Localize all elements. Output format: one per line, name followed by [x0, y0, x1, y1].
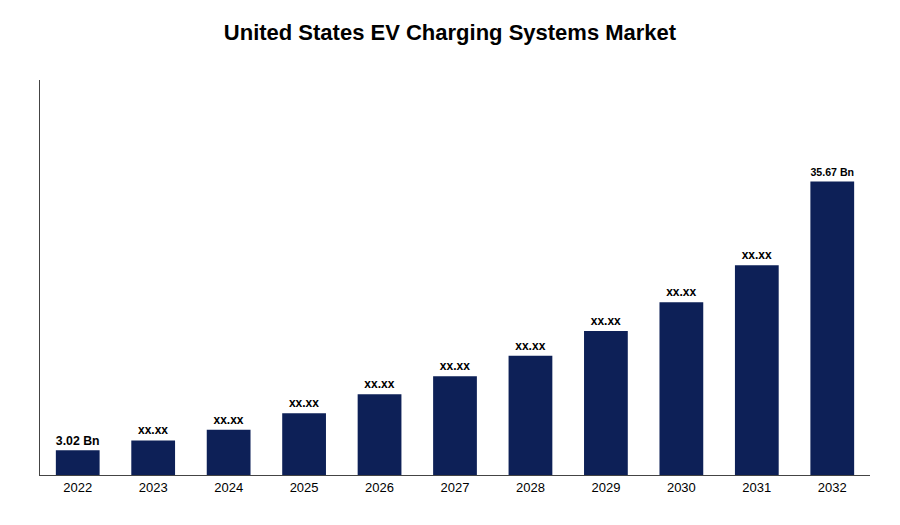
svg-text:xx.xx: xx.xx: [440, 359, 470, 373]
svg-text:2031: 2031: [742, 480, 771, 495]
svg-text:xx.xx: xx.xx: [364, 377, 394, 391]
svg-text:xx.xx: xx.xx: [138, 423, 168, 437]
svg-text:2025: 2025: [290, 480, 319, 495]
svg-text:xx.xx: xx.xx: [515, 339, 545, 353]
svg-text:xx.xx: xx.xx: [742, 248, 772, 262]
svg-text:2029: 2029: [591, 480, 620, 495]
svg-text:2028: 2028: [516, 480, 545, 495]
svg-text:2032: 2032: [818, 480, 847, 495]
svg-text:35.67 Bn: 35.67 Bn: [810, 166, 854, 178]
svg-text:xx.xx: xx.xx: [289, 396, 319, 410]
svg-text:2027: 2027: [441, 480, 470, 495]
svg-text:xx.xx: xx.xx: [213, 413, 243, 427]
svg-text:2023: 2023: [139, 480, 168, 495]
svg-text:2026: 2026: [365, 480, 394, 495]
svg-text:xx.xx: xx.xx: [666, 285, 696, 299]
svg-text:xx.xx: xx.xx: [591, 314, 621, 328]
svg-text:2030: 2030: [667, 480, 696, 495]
svg-text:United States EV Charging Syst: United States EV Charging Systems Market: [224, 20, 677, 45]
svg-text:2024: 2024: [214, 480, 243, 495]
svg-text:2022: 2022: [63, 480, 92, 495]
svg-text:3.02 Bn: 3.02 Bn: [56, 434, 100, 448]
